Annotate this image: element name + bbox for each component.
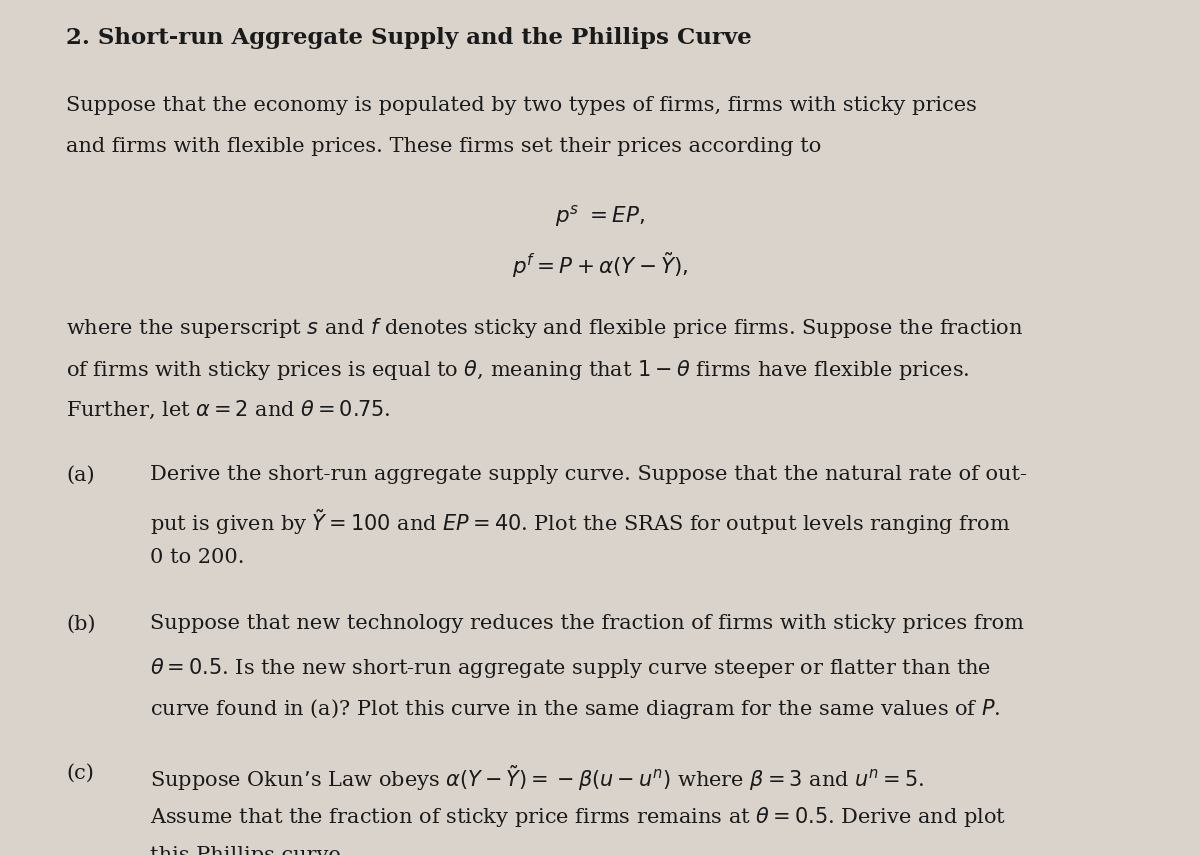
Text: Suppose Okun’s Law obeys $\alpha(Y - \tilde{Y}) = -\beta(u - u^n)$ where $\beta : Suppose Okun’s Law obeys $\alpha(Y - \ti… <box>150 764 924 793</box>
Text: and firms with flexible prices. These firms set their prices according to: and firms with flexible prices. These fi… <box>66 137 821 156</box>
Text: $\theta = 0.5$. Is the new short-run aggregate supply curve steeper or flatter t: $\theta = 0.5$. Is the new short-run agg… <box>150 656 991 680</box>
Text: Derive the short-run aggregate supply curve. Suppose that the natural rate of ou: Derive the short-run aggregate supply cu… <box>150 465 1027 485</box>
Text: Further, let $\alpha = 2$ and $\theta = 0.75$.: Further, let $\alpha = 2$ and $\theta = … <box>66 399 390 422</box>
Text: Assume that the fraction of sticky price firms remains at $\theta = 0.5$. Derive: Assume that the fraction of sticky price… <box>150 805 1006 828</box>
Text: $p^f =P+\alpha(Y-\tilde{Y}),$: $p^f =P+\alpha(Y-\tilde{Y}),$ <box>511 250 689 280</box>
Text: 0 to 200.: 0 to 200. <box>150 548 245 567</box>
Text: put is given by $\tilde{Y} = 100$ and $EP = 40$. Plot the SRAS for output levels: put is given by $\tilde{Y} = 100$ and $E… <box>150 507 1010 537</box>
Text: Suppose that the economy is populated by two types of firms, firms with sticky p: Suppose that the economy is populated by… <box>66 96 977 115</box>
Text: curve found in (a)? Plot this curve in the same diagram for the same values of $: curve found in (a)? Plot this curve in t… <box>150 697 1001 721</box>
Text: this Phillips curve.: this Phillips curve. <box>150 846 348 855</box>
Text: (a): (a) <box>66 465 95 485</box>
Text: Suppose that new technology reduces the fraction of firms with sticky prices fro: Suppose that new technology reduces the … <box>150 615 1024 634</box>
Text: $p^s\ =EP,$: $p^s\ =EP,$ <box>556 203 644 229</box>
Text: 2. Short-run Aggregate Supply and the Phillips Curve: 2. Short-run Aggregate Supply and the Ph… <box>66 27 751 50</box>
Text: of firms with sticky prices is equal to $\theta$, meaning that $1-\theta$ firms : of firms with sticky prices is equal to … <box>66 357 970 381</box>
Text: (b): (b) <box>66 615 96 634</box>
Text: where the superscript $s$ and $f$ denotes sticky and flexible price firms. Suppo: where the superscript $s$ and $f$ denote… <box>66 316 1024 340</box>
Text: (c): (c) <box>66 764 94 782</box>
